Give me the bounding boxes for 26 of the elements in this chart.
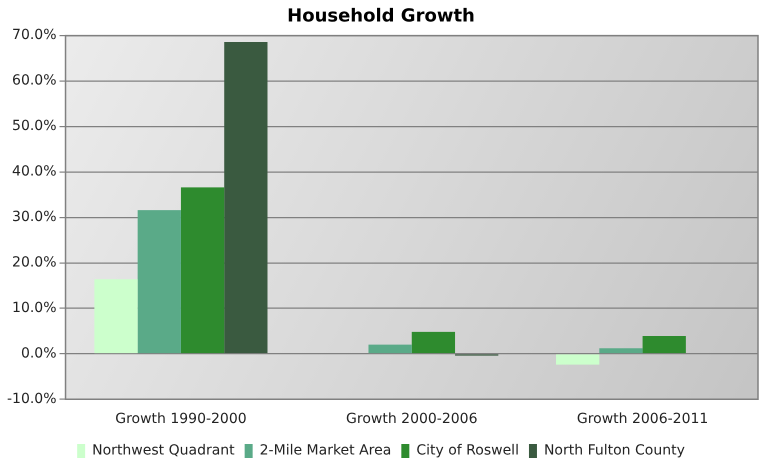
- legend-label: Northwest Quadrant: [92, 442, 236, 459]
- y-tick-label: 40.0%: [12, 164, 57, 180]
- bar: [642, 336, 686, 354]
- bar: [94, 279, 138, 354]
- bar: [599, 348, 643, 354]
- legend-label: City of Roswell: [416, 442, 519, 459]
- y-tick-label: 70.0%: [12, 27, 57, 44]
- y-tick-label: 10.0%: [12, 300, 57, 316]
- x-tick-label: Growth 1990-2000: [115, 411, 247, 428]
- x-tick-label: Growth 2000-2006: [346, 411, 478, 428]
- bar: [180, 187, 224, 354]
- bar: [556, 354, 600, 365]
- legend-label: 2-Mile Market Area: [260, 442, 392, 459]
- y-tick-label: 50.0%: [12, 118, 57, 134]
- y-tick-label: -10.0%: [6, 390, 57, 407]
- chart-title: Household Growth: [287, 5, 475, 26]
- y-tick-label: 30.0%: [12, 209, 57, 226]
- bar: [138, 210, 181, 354]
- y-tick-label: 60.0%: [12, 72, 57, 89]
- y-tick-label: 20.0%: [12, 254, 57, 270]
- bar: [224, 42, 268, 354]
- legend-label: North Fulton County: [544, 442, 685, 459]
- bar: [368, 344, 412, 354]
- bar: [412, 332, 456, 354]
- x-tick-label: Growth 2006-2011: [576, 411, 708, 428]
- y-tick-label: 0.0%: [20, 345, 57, 362]
